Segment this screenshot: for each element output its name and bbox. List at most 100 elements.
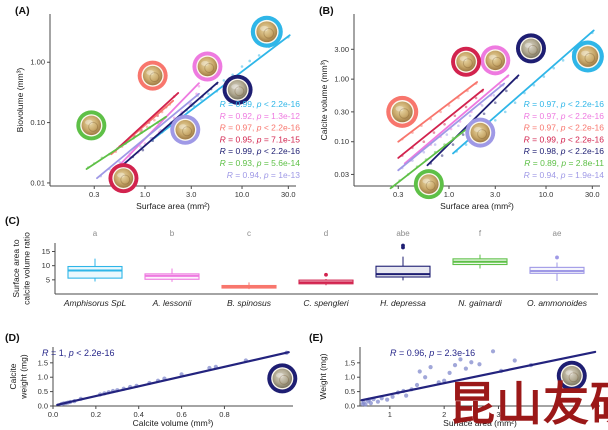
- legend-entry: R = 0.99, p < 2.2e-16: [220, 146, 301, 156]
- y-axis-label: Biovolume (mm³): [15, 67, 25, 132]
- data-point: [432, 131, 436, 134]
- data-point: [414, 382, 420, 388]
- species-icon: [515, 33, 546, 64]
- correlation-annotation: R = 0.96, p = 2.3e-16: [390, 348, 475, 358]
- legend-entry: R = 0.97, p < 2.2e-16: [220, 123, 301, 133]
- legend-entry: R = 0.97, p < 2.2e-16: [524, 123, 605, 133]
- data-point: [240, 65, 244, 68]
- species-icon: [76, 110, 107, 141]
- data-point: [492, 94, 496, 97]
- data-point: [464, 105, 468, 109]
- data-point: [141, 148, 145, 152]
- data-point: [197, 84, 201, 88]
- data-point: [390, 394, 395, 399]
- x-axis-label: Calcite volume (mm³): [133, 418, 214, 428]
- data-point: [433, 143, 437, 146]
- data-point: [199, 98, 203, 101]
- significance-letter: abe: [396, 229, 410, 238]
- regression-line: [118, 82, 200, 166]
- data-point: [443, 122, 446, 126]
- x-axis-label: Surface area (mm²): [440, 201, 514, 211]
- legend-entry: R = 0.97, p < 2.2e-16: [524, 111, 605, 121]
- box-6: [529, 255, 585, 281]
- y-axis-label: Weight (mg): [318, 353, 328, 399]
- species-label: N. gaimardi: [458, 298, 503, 308]
- svg-text:0.30: 0.30: [334, 107, 349, 116]
- legend-entry: R = 0.98, p < 2.2e-16: [524, 146, 605, 156]
- svg-text:30.0: 30.0: [585, 190, 600, 199]
- regression-line: [397, 88, 485, 159]
- regression-line: [360, 350, 597, 402]
- data-point: [257, 54, 261, 57]
- data-point: [552, 66, 556, 70]
- svg-text:15: 15: [42, 247, 50, 256]
- box-1: [144, 268, 200, 282]
- data-point: [463, 366, 468, 371]
- significance-letter: ae: [553, 229, 562, 238]
- species-label: H. depressa: [380, 298, 426, 308]
- regression-line: [389, 126, 470, 190]
- svg-text:0.0: 0.0: [38, 402, 48, 411]
- box-0: [67, 258, 123, 282]
- data-point: [561, 59, 565, 62]
- box-2: [221, 282, 277, 290]
- data-point: [172, 116, 176, 120]
- panel-e-scatter-plot: 1 2 3 0.0 0.5 1.0 1.5 Surface area (mm²) Weight …: [318, 347, 600, 428]
- correlation-annotation: R = 1, p < 2.2e-16: [42, 348, 115, 358]
- data-point: [447, 370, 452, 376]
- panel-c-boxplot: 5 10 15 Surface area to calcite volume ratio…: [11, 229, 598, 308]
- data-point: [423, 375, 428, 380]
- data-point: [453, 114, 457, 118]
- data-point: [542, 75, 546, 78]
- svg-text:1: 1: [388, 410, 392, 419]
- svg-text:5: 5: [46, 275, 50, 284]
- watermark: 昆山友硕: [449, 377, 608, 430]
- data-point: [207, 92, 210, 96]
- svg-text:3.0: 3.0: [490, 190, 500, 199]
- data-point: [145, 125, 149, 129]
- svg-text:0.3: 0.3: [89, 190, 99, 199]
- box-4: [375, 243, 431, 281]
- svg-text:0.0: 0.0: [48, 410, 58, 419]
- panel-d-scatter-plot: 0.0 0.2 0.4 0.6 0.8 0.0 0.5 1.0 1.5 Calcite volum…: [8, 347, 298, 428]
- data-point: [385, 397, 390, 402]
- species-icon: [137, 60, 168, 91]
- svg-text:0.8: 0.8: [219, 410, 229, 419]
- data-point: [469, 360, 474, 365]
- svg-text:3: 3: [496, 410, 500, 419]
- legend-entry: R = 0.95, p = 7.1e-15: [220, 134, 301, 144]
- y-axis-label: Calcite volume (mm³): [319, 59, 329, 140]
- svg-text:0.10: 0.10: [334, 137, 349, 146]
- data-point: [468, 114, 472, 118]
- data-point: [513, 101, 517, 105]
- species-label: C. spengleri: [303, 298, 349, 308]
- legend-entry: R = 0.94, p = 1.9e-14: [524, 170, 605, 180]
- svg-text:1.0: 1.0: [345, 373, 355, 382]
- regression-line: [397, 82, 506, 172]
- svg-text:0.4: 0.4: [133, 410, 143, 419]
- data-point: [461, 133, 465, 136]
- y-axis-label: Surface area to: [11, 239, 21, 297]
- svg-text:1.0: 1.0: [444, 190, 454, 199]
- legend-entry: R = 0.93, p = 5.6e-14: [220, 158, 301, 168]
- data-point: [452, 363, 458, 368]
- data-point: [153, 118, 156, 122]
- species-icon: [250, 15, 283, 48]
- data-point: [480, 104, 484, 107]
- regression-line: [85, 115, 167, 170]
- data-point: [363, 402, 368, 407]
- svg-text:0.3: 0.3: [393, 190, 403, 199]
- box-5: [452, 254, 508, 269]
- legend-entry: R = 0.94, p = 1e-13: [227, 170, 301, 180]
- y-axis-label: weight (mg): [19, 354, 29, 400]
- svg-text:3.00: 3.00: [334, 45, 349, 54]
- data-point: [428, 365, 433, 370]
- panel-d-label: (D): [5, 332, 20, 344]
- legend-entry: R = 0.99, p < 2.2e-16: [220, 99, 301, 109]
- species-icon: [386, 95, 419, 128]
- species-label: O. ammonoides: [527, 298, 588, 308]
- data-point: [490, 349, 496, 354]
- legend-entry: R = 0.99, p < 2.2e-16: [524, 134, 605, 144]
- significance-letter: f: [479, 229, 482, 238]
- species-icon: [571, 40, 604, 73]
